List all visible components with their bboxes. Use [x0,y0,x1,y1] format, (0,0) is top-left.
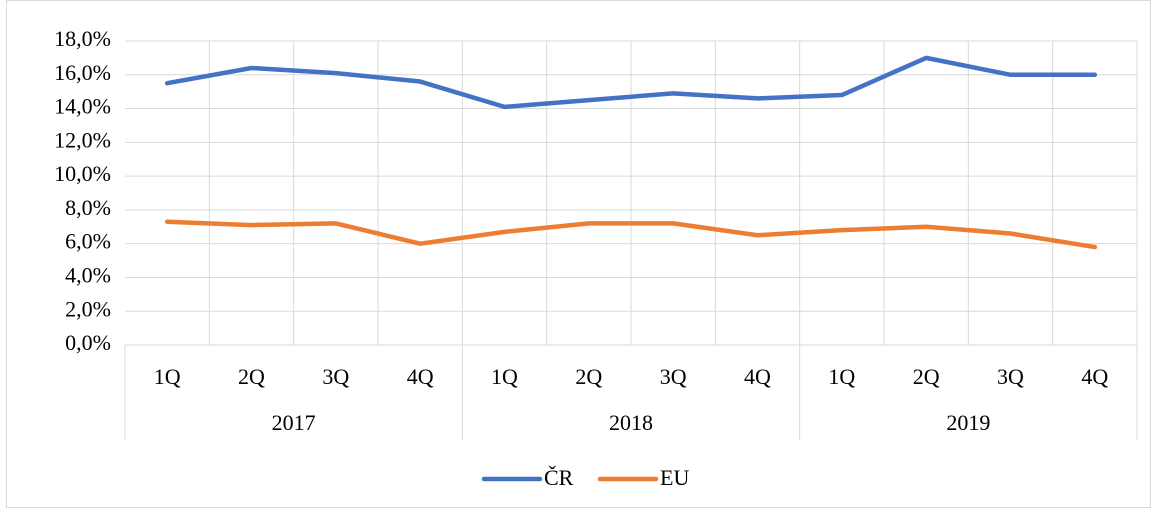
y-tick-label: 18,0% [54,26,111,51]
legend-label: ČR [544,465,574,490]
series-line [164,55,1098,110]
y-tick-label: 2,0% [65,296,111,321]
group-label: 2019 [946,410,990,435]
x-tick-label: 1Q [491,364,518,389]
series-line [164,219,1098,250]
y-tick-label: 14,0% [54,94,111,119]
y-tick-label: 10,0% [54,161,111,186]
x-tick-label: 1Q [828,364,855,389]
x-tick-label: 4Q [407,364,434,389]
x-tick-label: 2Q [913,364,940,389]
y-tick-label: 16,0% [54,60,111,85]
y-tick-label: 4,0% [65,262,111,287]
chart-border [6,0,1151,508]
x-tick-label: 4Q [1081,364,1108,389]
x-tick-label: 4Q [744,364,771,389]
x-tick-label: 1Q [154,364,181,389]
x-tick-label: 3Q [660,364,687,389]
x-tick-label: 2Q [238,364,265,389]
group-label: 2018 [609,410,653,435]
x-tick-label: 3Q [322,364,349,389]
y-tick-label: 0,0% [65,330,111,355]
y-tick-label: 6,0% [65,229,111,254]
x-tick-label: 3Q [997,364,1024,389]
x-tick-label: 2Q [575,364,602,389]
legend-label: EU [660,465,689,490]
y-tick-label: 8,0% [65,195,111,220]
y-tick-label: 12,0% [54,127,111,152]
group-label: 2017 [272,410,316,435]
